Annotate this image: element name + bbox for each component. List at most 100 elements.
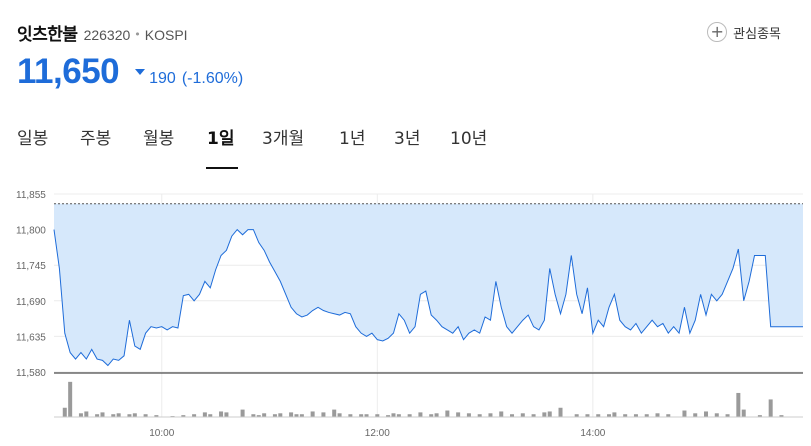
volume-bar xyxy=(488,413,493,417)
volume-bar xyxy=(278,413,283,417)
volume-bar xyxy=(644,414,649,417)
volume-bar xyxy=(725,414,730,417)
tab-1year[interactable]: 1년 xyxy=(339,129,366,149)
volume-bar xyxy=(310,411,315,417)
volume-bar xyxy=(466,413,471,417)
volume-bar xyxy=(396,414,401,417)
volume-bar xyxy=(655,413,660,417)
volume-bar xyxy=(321,412,326,417)
volume-bar xyxy=(391,413,396,417)
tab-daily[interactable]: 일봉 xyxy=(17,129,49,149)
volume-bar xyxy=(612,412,617,417)
volume-bar xyxy=(623,414,628,417)
add-favorite-button[interactable]: + 관심종목 xyxy=(707,22,781,42)
x-tick-label: 14:00 xyxy=(580,428,605,439)
tab-weekly[interactable]: 주봉 xyxy=(80,129,112,149)
volume-bar xyxy=(62,407,67,417)
tab-monthly[interactable]: 월봉 xyxy=(143,129,175,149)
volume-bar xyxy=(607,414,612,417)
volume-bar xyxy=(289,412,294,417)
current-price: 11,650 xyxy=(17,52,120,91)
volume-bar xyxy=(456,412,461,417)
volume-bar xyxy=(477,414,482,417)
volume-bar xyxy=(262,413,267,417)
y-tick-label: 11,800 xyxy=(16,226,46,237)
volume-bar xyxy=(251,414,256,417)
volume-bar xyxy=(558,407,563,417)
volume-bar xyxy=(547,411,552,417)
volume-bar xyxy=(429,414,434,417)
volume-bar xyxy=(272,414,277,417)
volume-bar xyxy=(132,413,137,417)
price-change: 190 xyxy=(149,70,176,87)
volume-bar xyxy=(359,414,364,417)
volume-bar xyxy=(127,414,132,417)
volume-bar xyxy=(693,413,698,417)
volume-bar xyxy=(224,412,229,417)
x-tick-label: 10:00 xyxy=(149,428,174,439)
y-tick-label: 11,855 xyxy=(16,190,46,201)
tab-3month[interactable]: 3개월 xyxy=(262,129,305,149)
volume-bar xyxy=(736,392,741,417)
volume-bar xyxy=(95,414,100,417)
separator-dot: • xyxy=(134,28,141,41)
volume-bar xyxy=(116,413,121,417)
volume-bar xyxy=(202,412,207,417)
volume-bar xyxy=(768,399,773,417)
volume-bar xyxy=(364,414,369,417)
volume-bar xyxy=(542,412,547,417)
volume-bar xyxy=(531,414,536,417)
active-tab-indicator xyxy=(206,167,238,169)
y-tick-label: 11,635 xyxy=(16,332,46,343)
volume-bar xyxy=(418,412,423,417)
volume-bar xyxy=(407,414,412,417)
tab-10year[interactable]: 10년 xyxy=(450,129,488,149)
volume-bar xyxy=(386,415,391,417)
volume-bar xyxy=(375,414,380,417)
volume-bar xyxy=(585,414,590,417)
x-tick-label: 12:00 xyxy=(365,428,390,439)
volume-bar xyxy=(596,414,601,417)
volume-bar xyxy=(714,413,719,417)
plus-circle-icon: + xyxy=(707,22,728,42)
volume-bar xyxy=(348,414,353,417)
volume-bar xyxy=(682,410,687,417)
volume-bar xyxy=(574,414,579,417)
volume-bar xyxy=(757,415,762,417)
market-name: KOSPI xyxy=(144,27,188,43)
volume-bar xyxy=(520,413,525,417)
volume-bar xyxy=(510,414,515,417)
y-tick-label: 11,580 xyxy=(16,368,46,379)
volume-bar xyxy=(192,414,197,417)
volume-bar xyxy=(181,415,186,417)
intraday-chart[interactable]: 11,855 11,800 11,745 11,690 11,635 11,580 10:0… xyxy=(0,176,811,446)
stock-code: 226320 xyxy=(83,27,131,43)
favorite-label: 관심종목 xyxy=(733,26,781,42)
volume-bar xyxy=(741,409,746,417)
volume-bar xyxy=(337,413,342,417)
price-row: 11,650 190 (-1.60%) xyxy=(17,52,243,92)
volume-bar xyxy=(84,411,89,417)
tab-1day[interactable]: 1일 xyxy=(207,129,235,149)
down-arrow-icon xyxy=(135,69,146,75)
volume-bar xyxy=(143,414,148,417)
volume-bar xyxy=(633,414,638,417)
volume-bar xyxy=(78,413,83,417)
volume-bar xyxy=(332,409,337,417)
volume-bar xyxy=(219,411,224,417)
volume-bar xyxy=(68,381,73,417)
tab-3year[interactable]: 3년 xyxy=(394,129,421,149)
stock-name: 잇츠한불 xyxy=(17,25,78,45)
volume-bar xyxy=(256,415,261,417)
volume-bar xyxy=(499,411,504,417)
volume-bar xyxy=(445,410,450,417)
volume-bar xyxy=(779,415,784,417)
volume-bar xyxy=(434,413,439,417)
price-change-rate: (-1.60%) xyxy=(181,70,244,87)
volume-bar xyxy=(240,409,245,417)
y-tick-label: 11,690 xyxy=(16,297,46,308)
volume-bar xyxy=(154,415,159,417)
stock-header: 잇츠한불 226320 • KOSPI xyxy=(17,20,188,48)
volume-bar xyxy=(100,412,105,417)
price-line xyxy=(53,228,803,367)
